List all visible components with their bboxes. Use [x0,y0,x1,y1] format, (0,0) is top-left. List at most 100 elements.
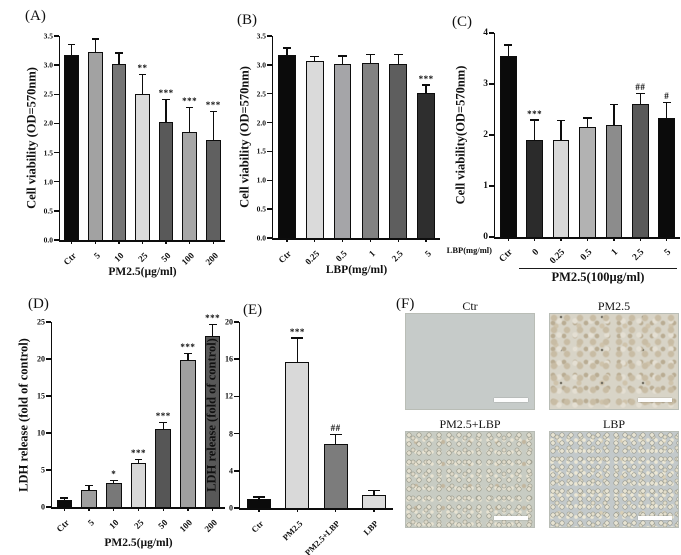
error-bar [71,45,73,56]
x-category-label: 50 [156,517,170,531]
panel-f-micrograph-grid: Ctr PM2.5 PM2.5+LBP LBP [405,300,679,528]
x-axis-title: PM2.5(µg/ml) [108,266,177,278]
error-bar-cap [138,73,147,76]
error-bar-cap [253,496,266,498]
y-tick-label: 2.5 [43,89,53,99]
x-category-label: Ctr [249,518,266,535]
bar-Ctr [64,55,80,240]
bar-0.5 [579,126,596,237]
x-category-label: Ctr [61,250,79,268]
error-bar [425,85,427,93]
y-tick [234,321,239,323]
x-tick [369,238,372,242]
x-category-label: 5 [91,250,102,261]
x-tick [341,238,344,242]
x-tick [397,238,399,242]
error-bar-cap [68,44,76,46]
error-bar [369,55,372,63]
y-tick [267,179,272,182]
x-category-label: PM2.5+LBP [303,518,343,555]
error-bar [397,55,399,65]
chart-e-ldh-release-groups: LDH release (fold of control) 0 4 8 12 16 20 Ct… [205,317,393,555]
significance-mark: *** [205,100,221,111]
y-tick-label: 2 [483,129,488,140]
bar-10 [111,63,127,240]
bar-Ctr [56,499,73,507]
error-bar-cap [583,117,592,119]
significance-mark: *** [182,96,198,107]
y-tick-label: 0.0 [256,233,266,243]
x-category-label: 0.5 [334,248,350,264]
x-category-label: 100 [179,250,197,268]
error-bar-cap [184,352,192,354]
y-tick-label: 1.5 [43,147,53,157]
y-tick [267,237,272,239]
error-bar [507,45,509,56]
y-tick-label: 10 [37,428,45,438]
error-bar [188,108,191,133]
x-tick [162,507,164,511]
x-category-label: 25 [131,517,146,531]
y-axis-title: LDH release (fold of control) [16,337,31,492]
x-tick [639,237,641,241]
y-tick [267,208,272,210]
bar-LBP [361,494,386,508]
y-tick [54,64,59,66]
x-tick [334,508,337,512]
x-category-label: 1 [610,247,621,258]
group-bracket-line [518,268,677,270]
x-tick [666,237,668,241]
x-category-label: PM2.5 [279,518,304,543]
y-tick-label: 0.5 [256,204,266,214]
bar-200 [205,140,221,240]
x-axis-line [271,238,440,240]
bar-Ctr [247,498,272,508]
significance-mark: *** [180,341,196,352]
panel-label-d: (D) [28,296,49,312]
x-tick [507,237,509,241]
micrograph-title: PM2.5 [597,299,631,313]
scale-bar [638,516,672,520]
x-axis-line [50,507,225,509]
x-category-label: LBP [361,518,381,538]
y-tick-label: 2.0 [43,118,53,128]
chart-b-cell-viability-vs-lbp: Cell viability (OD=570nm) 0.0 0.5 1.0 1.5 2.0… [238,31,440,276]
error-bar [137,460,140,463]
error-bar [639,94,641,104]
y-tick [489,236,494,238]
micrograph-title: PM2.5+LBP [439,417,501,431]
x-tick [71,240,73,244]
error-bar [211,324,214,337]
error-bar-cap [421,84,431,86]
y-tick-label: 3.5 [256,31,266,41]
y-tick [234,507,239,509]
x-category-label: 0 [530,247,542,258]
x-category-label: 200 [202,517,220,535]
y-tick [54,93,59,96]
x-tick [141,240,144,244]
x-category-label: 5 [422,248,433,259]
y-tick [46,395,51,397]
x-category-label: 200 [203,250,220,268]
y-tick [234,358,239,360]
y-axis-line [271,36,273,240]
error-bar-cap [159,422,168,424]
y-tick [46,321,51,323]
x-category-label: 2.5 [631,247,647,263]
significance-mark: ** [137,63,148,74]
x-tick [94,240,96,244]
error-bar [63,498,65,500]
chart-d-ldh-release-vs-pm25: LDH release (fold of control) 0 5 10 15 20 25 C… [17,313,225,549]
y-tick-label: 1.0 [256,175,266,185]
error-bar [286,48,288,56]
bar-5 [417,92,435,238]
bar-10 [106,483,122,507]
x-tick [187,507,189,511]
bar-PM2.5+LBP [323,443,348,508]
y-axis-line [50,322,52,509]
error-bar-cap [162,98,170,101]
x-tick [373,508,375,512]
x-tick [296,508,299,512]
error-bar [162,423,164,430]
x-category-label: Ctr [497,247,515,265]
